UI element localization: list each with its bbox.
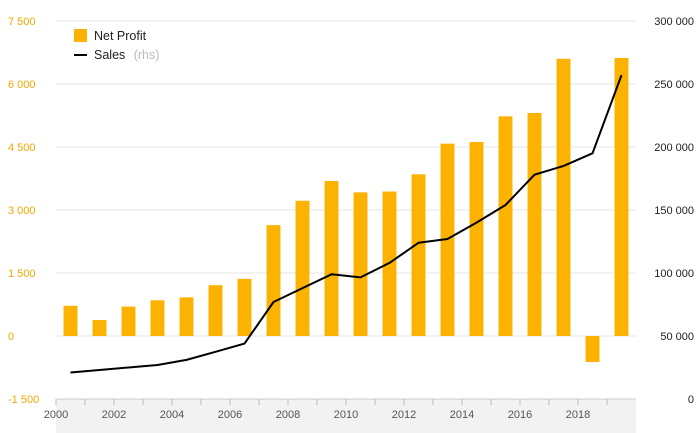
net-profit-bar bbox=[237, 278, 252, 336]
net-profit-bar bbox=[266, 225, 281, 336]
right-axis-tick-label: 300 000 bbox=[654, 16, 694, 28]
legend-label-net-profit: Net Profit bbox=[94, 29, 147, 43]
left-axis-tick-label: 6 000 bbox=[8, 79, 36, 91]
left-axis-tick-label: 3 000 bbox=[8, 205, 36, 217]
sales-line bbox=[70, 74, 623, 374]
gridlines bbox=[56, 20, 636, 400]
left-axis-tick-label: -1 500 bbox=[8, 394, 39, 406]
sales-line-layer bbox=[70, 74, 623, 374]
right-axis-tick-label: 150 000 bbox=[654, 205, 694, 217]
net-profit-bar bbox=[179, 297, 194, 336]
x-axis-tick-label: 2012 bbox=[392, 409, 416, 421]
x-axis-tick-label: 2016 bbox=[508, 409, 532, 421]
x-axis-tick-label: 2010 bbox=[334, 409, 358, 421]
left-axis-tick-label: 0 bbox=[8, 331, 14, 343]
right-axis-tick-label: 100 000 bbox=[654, 268, 694, 280]
left-axis-tick-label: 7 500 bbox=[8, 16, 36, 28]
x-axis-tick-label: 2000 bbox=[44, 409, 68, 421]
net-profit-bar bbox=[324, 181, 339, 336]
legend-label-sales: Sales bbox=[94, 48, 125, 62]
right-axis-tick-label: 250 000 bbox=[654, 79, 694, 91]
left-axis-tick-label: 1 500 bbox=[8, 268, 36, 280]
net-profit-bar bbox=[556, 58, 571, 337]
net-profit-bar bbox=[150, 300, 165, 336]
legend-label-sales-suffix: (rhs) bbox=[134, 48, 160, 62]
legend-label-sales-group: Sales (rhs) bbox=[94, 46, 159, 63]
net-profit-bar bbox=[208, 285, 223, 336]
right-axis-tick-label: 50 000 bbox=[660, 331, 694, 343]
x-axis-tick-label: 2018 bbox=[566, 409, 590, 421]
x-axis-tick-label: 2006 bbox=[218, 409, 242, 421]
net-profit-bar bbox=[498, 116, 513, 336]
net-profit-bar bbox=[411, 174, 426, 336]
right-axis-tick-label: 200 000 bbox=[654, 142, 694, 154]
x-axis-tick-label: 2014 bbox=[450, 409, 474, 421]
x-axis-tick-label: 2008 bbox=[276, 409, 300, 421]
left-axis-tick-label: 4 500 bbox=[8, 142, 36, 154]
legend: Net Profit Sales (rhs) bbox=[74, 29, 159, 63]
net-profit-bar bbox=[92, 320, 107, 336]
net-profit-bar bbox=[585, 336, 600, 363]
axes: -1 500 0 1 500 3 000 4 500 6 000 7 500 0 50 000 1… bbox=[8, 16, 694, 433]
net-profit-bar bbox=[353, 192, 368, 336]
net-profit-bar bbox=[614, 57, 629, 337]
net-profit-bar bbox=[63, 305, 78, 336]
net-profit-bar bbox=[469, 141, 484, 336]
net-profit-bar bbox=[295, 200, 310, 336]
x-axis-tick-label: 2004 bbox=[160, 409, 184, 421]
right-axis-tick-label: 0 bbox=[688, 394, 694, 406]
net-profit-bar bbox=[121, 306, 136, 336]
legend-swatch-net-profit bbox=[74, 29, 87, 42]
x-axis-tick-label: 2002 bbox=[102, 409, 126, 421]
net-profit-bar bbox=[527, 112, 542, 336]
